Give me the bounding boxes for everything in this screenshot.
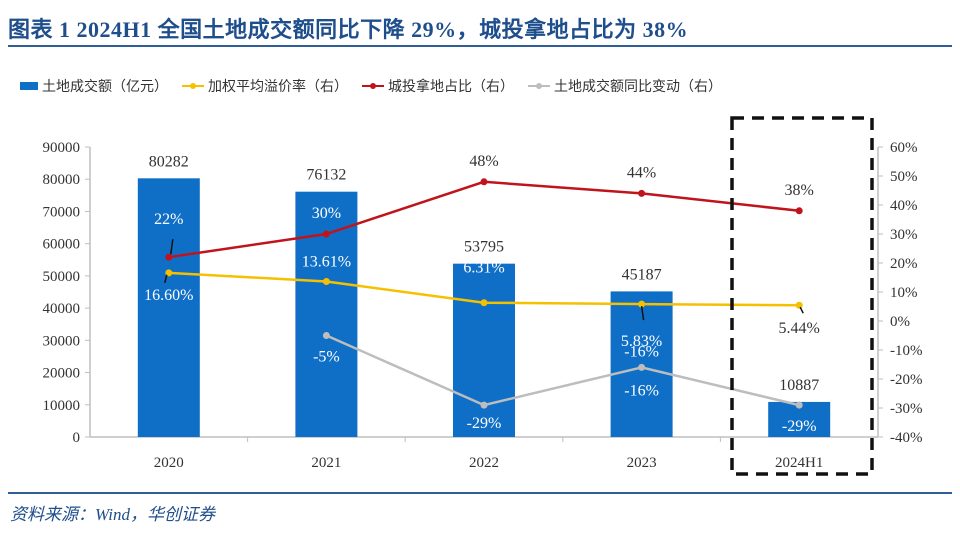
legend-item-yoy-change: 土地成交额同比变动（右） <box>528 76 722 96</box>
right-tick-label: 60% <box>890 140 918 156</box>
lgfv-share-data-label: 30% <box>312 205 341 222</box>
left-tick-label: 30000 <box>43 333 81 349</box>
leader-line <box>640 305 645 321</box>
premium-rate-data-label: 6.31% <box>463 260 504 277</box>
x-tick-label: 2023 <box>627 455 657 471</box>
right-tick-label: 40% <box>890 198 918 214</box>
yoy-change-point <box>322 332 330 339</box>
source-note: 资料来源：Wind，华创证券 <box>10 505 215 524</box>
x-tick-label: 2021 <box>311 455 341 471</box>
right-tick-label: -30% <box>890 401 923 417</box>
left-tick-label: 60000 <box>43 237 81 253</box>
lgfv-share-data-label: 48% <box>469 153 498 170</box>
lgfv-share-point <box>322 230 330 238</box>
right-tick-label: 20% <box>890 256 918 272</box>
premium-rate-point <box>480 299 488 307</box>
right-tick-label: 30% <box>890 227 918 243</box>
legend: 土地成交额（亿元） 加权平均溢价率（右） 城投拿地占比（右） 土地成交额同比变动… <box>20 76 736 96</box>
left-tick-label: 50000 <box>43 269 81 285</box>
legend-item-lgfv-share: 城投拿地占比（右） <box>362 76 514 96</box>
x-tick-label: 2024H1 <box>775 455 823 471</box>
lgfv-share-point <box>165 253 173 261</box>
bar <box>137 178 200 438</box>
yoy-change-line <box>325 334 800 407</box>
yoy-change-data-label: -29% <box>467 415 502 432</box>
lgfv-share-data-label: 22% <box>154 211 183 228</box>
premium-rate-point <box>165 269 173 277</box>
legend-swatch-line <box>528 83 550 89</box>
lgfv-share-data-label: 38% <box>785 182 814 199</box>
premium-rate-point <box>638 300 646 308</box>
premium-rate-point <box>322 278 330 286</box>
right-tick-label: -20% <box>890 372 923 388</box>
premium-rate-data-label: 16.60% <box>144 287 193 304</box>
yoy-change-data-label: -5% <box>313 349 340 366</box>
premium-rate-point <box>795 301 803 309</box>
yoy-change-point <box>480 401 488 409</box>
leader-line <box>170 239 174 255</box>
premium-rate-data-label: 13.61% <box>302 254 351 271</box>
left-tick-label: 20000 <box>43 366 81 382</box>
leader-line <box>799 306 804 314</box>
yoy-change-point <box>795 401 803 409</box>
bar-data-label: 45187 <box>622 266 662 283</box>
right-tick-label: -40% <box>890 430 923 446</box>
premium-rate-data-label: 5.83% <box>621 333 662 350</box>
legend-item-premium-rate: 加权平均溢价率（右） <box>182 76 348 96</box>
premium-rate-data-label: 5.44% <box>779 320 820 337</box>
left-tick-label: 0 <box>73 430 81 446</box>
yoy-change-data-label: -16% <box>624 382 659 399</box>
lgfv-share-point <box>795 207 803 215</box>
title-rule <box>8 45 952 47</box>
yoy-change-data-label: -16% <box>624 343 659 360</box>
left-tick-label: 90000 <box>43 140 81 156</box>
bar <box>295 191 358 437</box>
legend-label: 城投拿地占比（右） <box>388 79 514 95</box>
x-tick-label: 2020 <box>154 455 184 471</box>
bar-data-label: 76132 <box>306 167 346 184</box>
left-tick-label: 80000 <box>43 172 81 188</box>
left-tick-label: 40000 <box>43 301 81 317</box>
right-tick-label: -10% <box>890 343 923 359</box>
chart-title: 图表 1 2024H1 全国土地成交额同比下降 29%，城投拿地占比为 38% <box>8 17 689 42</box>
left-tick-label: 70000 <box>43 204 81 220</box>
left-tick-label: 10000 <box>43 398 81 414</box>
lgfv-share-point <box>638 189 646 197</box>
highlight-box <box>730 116 874 476</box>
legend-swatch-bar <box>20 82 38 90</box>
lgfv-share-data-label: 44% <box>627 164 656 181</box>
leader-line <box>164 274 168 284</box>
yoy-change-data-label: -29% <box>782 418 817 435</box>
legend-label: 土地成交额（亿元） <box>42 79 168 95</box>
yoy-change-point <box>638 363 646 371</box>
bar-data-label: 80282 <box>149 153 189 170</box>
bar <box>453 263 515 437</box>
legend-swatch-line <box>182 83 204 89</box>
right-tick-label: 50% <box>890 169 918 185</box>
legend-item-land-amount: 土地成交额（亿元） <box>20 76 168 96</box>
right-tick-label: 10% <box>890 285 918 301</box>
lgfv-share-point <box>480 178 488 186</box>
legend-swatch-line <box>362 83 384 89</box>
bar-data-label: 10887 <box>779 377 819 394</box>
legend-label: 加权平均溢价率（右） <box>208 79 348 95</box>
source-rule <box>8 492 952 494</box>
x-tick-label: 2022 <box>469 455 499 471</box>
right-tick-label: 0% <box>890 314 910 330</box>
bar-data-label: 53795 <box>464 239 504 256</box>
legend-label: 土地成交额同比变动（右） <box>554 79 722 95</box>
